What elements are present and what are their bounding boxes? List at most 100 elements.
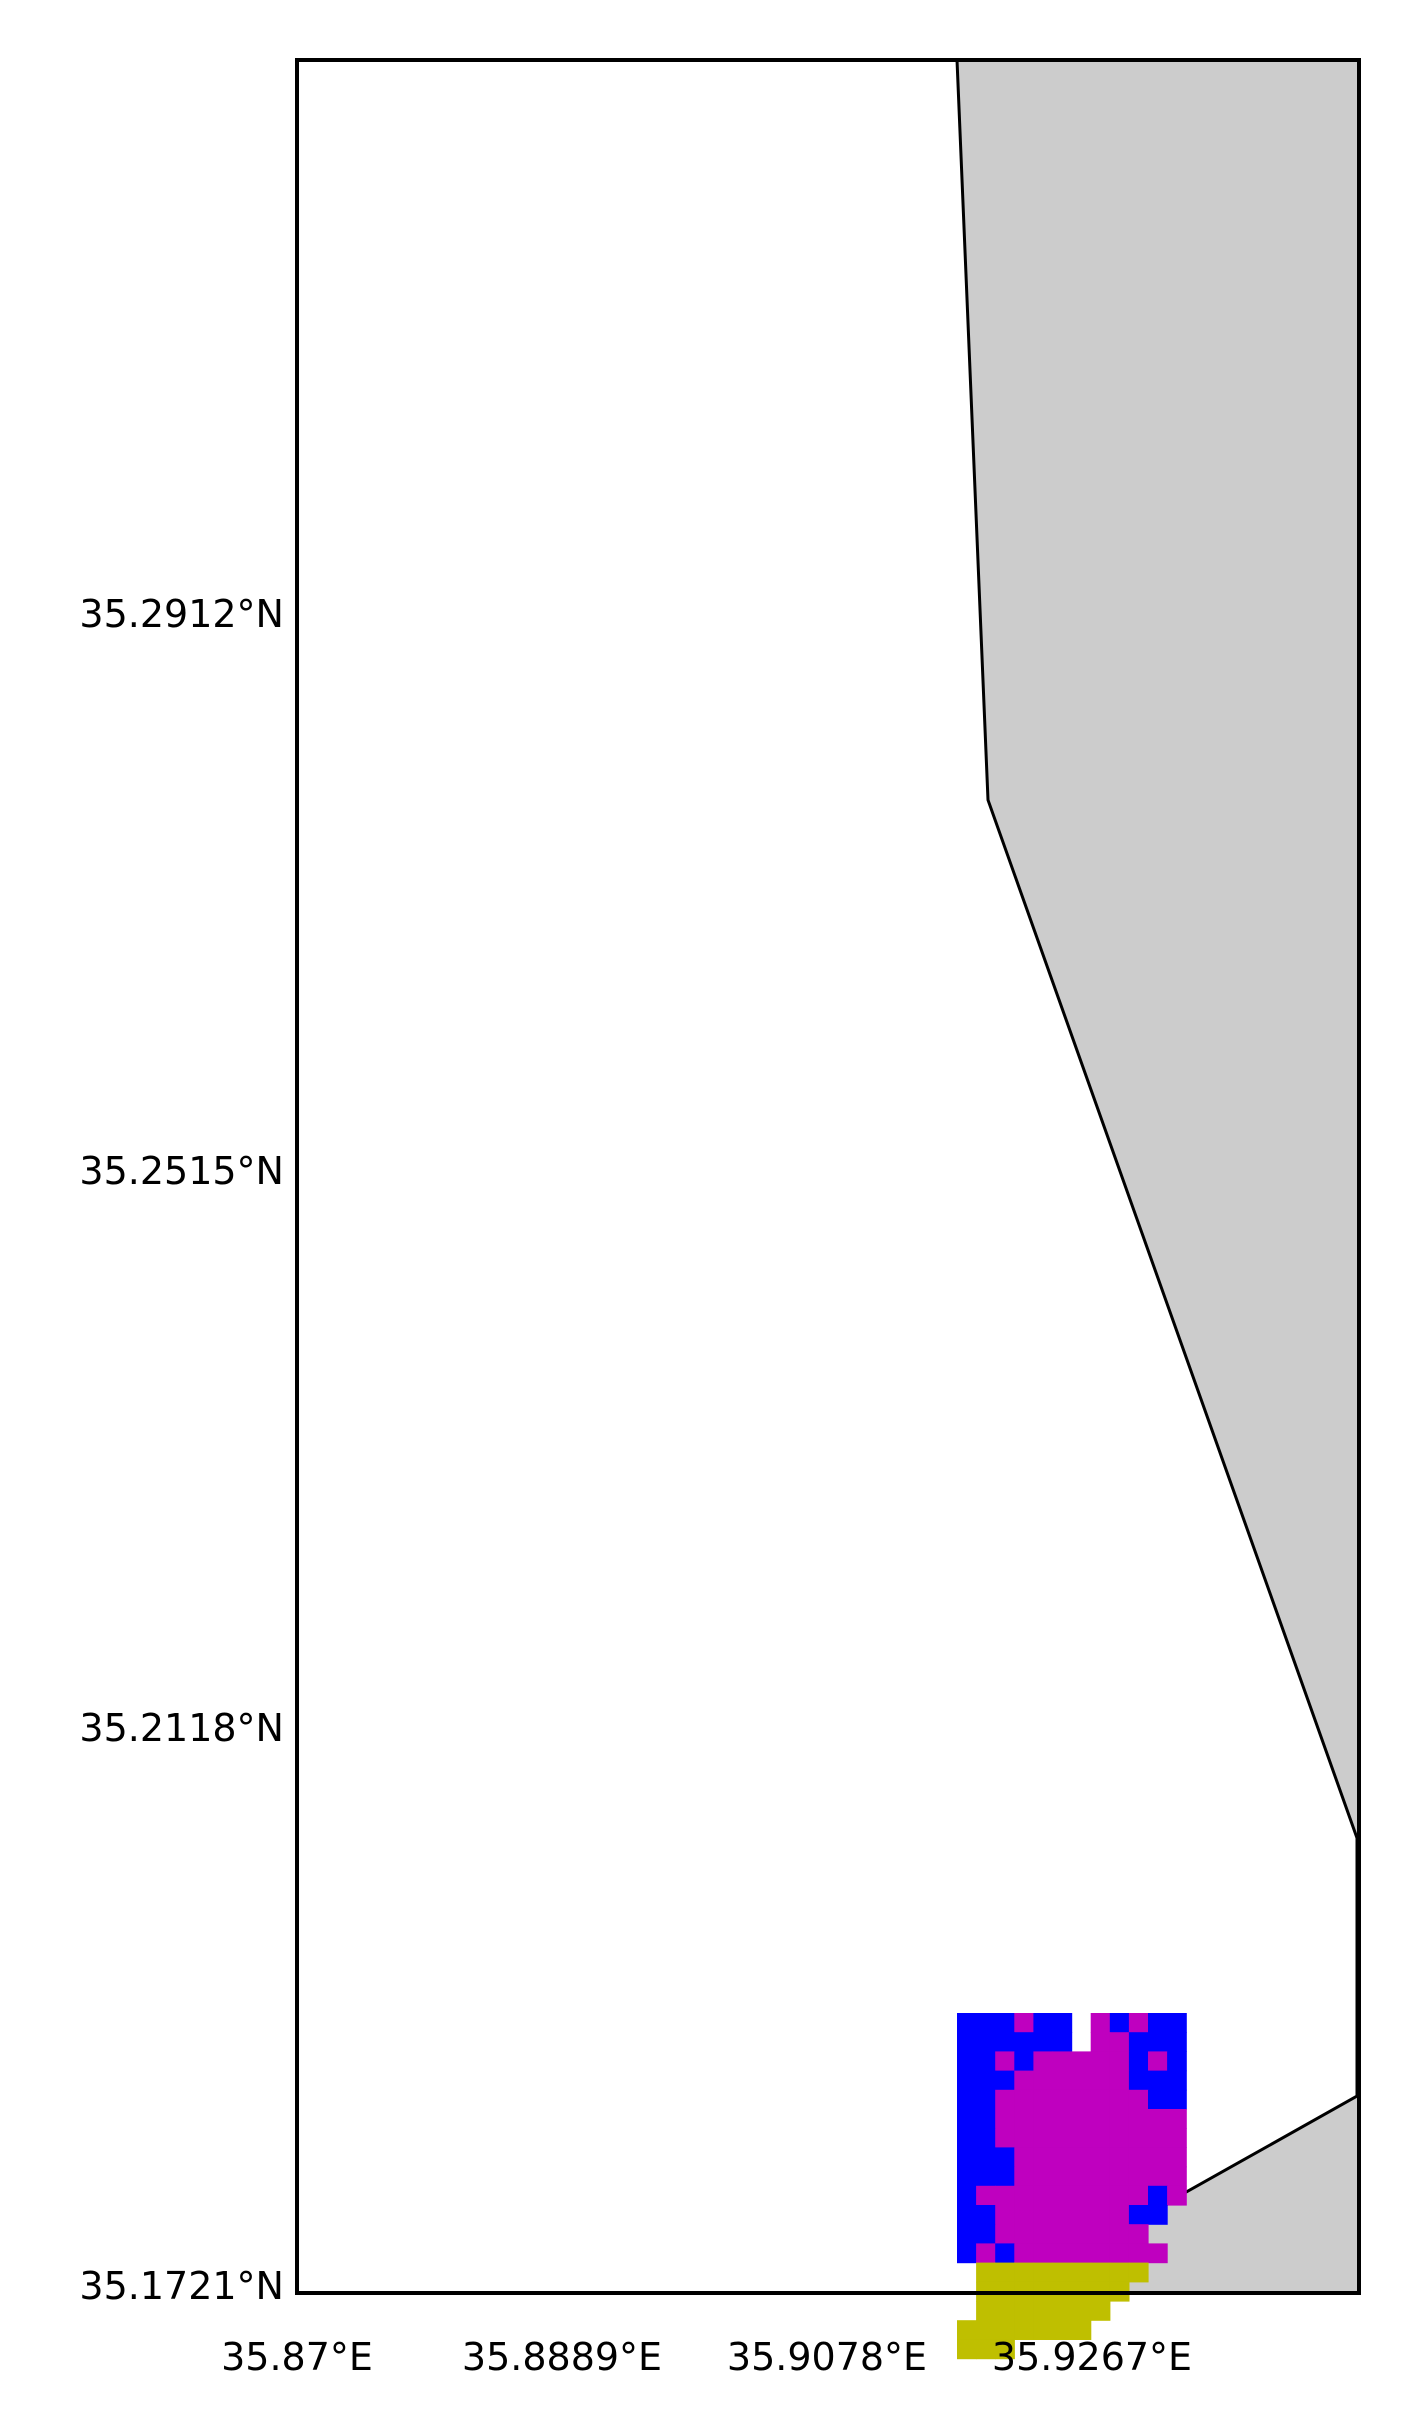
raster-cell (1033, 2032, 1054, 2052)
raster-cell (1109, 2205, 1130, 2225)
raster-cell (1167, 2185, 1187, 2206)
raster-cell (995, 2339, 1015, 2360)
raster-cell (1128, 2089, 1149, 2110)
raster-cell (1033, 2224, 1054, 2244)
raster-cell (1148, 2128, 1168, 2148)
raster-cell (1148, 2147, 1168, 2168)
raster-cell (976, 2147, 996, 2168)
raster-cell (1071, 2243, 1092, 2264)
raster-cell (1128, 2224, 1149, 2244)
raster-cell (1052, 2109, 1073, 2129)
raster-cell (1052, 2032, 1073, 2052)
raster-cell (1014, 2032, 1034, 2052)
raster-cell (1109, 2032, 1130, 2052)
raster-cell (1128, 2185, 1149, 2206)
raster-cell (1033, 2051, 1054, 2072)
raster-cell (1033, 2089, 1054, 2110)
raster-cell (1090, 2109, 1111, 2129)
raster-cell (995, 2109, 1015, 2129)
raster-cell (1128, 2205, 1149, 2225)
raster-cell (1090, 2166, 1111, 2187)
raster-cell (1128, 2166, 1149, 2187)
raster-cell (995, 2243, 1015, 2264)
raster-cell (1014, 2089, 1034, 2110)
raster-cell (1071, 2109, 1092, 2129)
raster-cell (1109, 2224, 1130, 2244)
raster-cell (1148, 2089, 1168, 2110)
raster-cell (995, 2051, 1015, 2072)
raster-cell (957, 2109, 977, 2129)
raster-cell (976, 2089, 996, 2110)
raster-cell (1090, 2070, 1111, 2091)
raster-cell (957, 2224, 977, 2244)
raster-cell (1033, 2070, 1054, 2091)
raster-cell (957, 2089, 977, 2110)
raster-cell (1148, 2166, 1168, 2187)
raster-cell (1090, 2089, 1111, 2110)
raster-cell (1128, 2032, 1149, 2052)
raster-cell (1109, 2128, 1130, 2148)
raster-cell (1052, 2147, 1073, 2168)
raster-cell (1109, 2262, 1130, 2283)
raster-cell (1090, 2205, 1111, 2225)
raster-cell (1014, 2109, 1034, 2129)
raster-cell (957, 2032, 977, 2052)
x-tick-label: 35.9267°E (992, 2335, 1192, 2379)
raster-cell (1167, 2147, 1187, 2168)
raster-cell (1128, 2243, 1149, 2264)
raster-cell (976, 2032, 996, 2052)
raster-cell (1071, 2051, 1092, 2072)
raster-cell (1014, 2224, 1034, 2244)
raster-cell (1071, 2070, 1092, 2091)
raster-cell (1167, 2109, 1187, 2129)
raster-cell (1033, 2205, 1054, 2225)
raster-cell (1071, 2185, 1092, 2206)
raster-cell (1033, 2147, 1054, 2168)
raster-cell (1071, 2166, 1092, 2187)
raster-cell (1090, 2185, 1111, 2206)
raster-cell (1128, 2262, 1149, 2283)
raster-cell (1052, 2243, 1073, 2264)
raster-cell (1033, 2109, 1054, 2129)
raster-cell (1090, 2032, 1111, 2052)
raster-cell (1167, 2166, 1187, 2187)
raster-cell (995, 2147, 1015, 2168)
raster-cell (1052, 2013, 1073, 2033)
raster-cell (995, 2089, 1015, 2110)
raster-cell (957, 2320, 977, 2340)
raster-cell (995, 2070, 1015, 2091)
x-tick-label: 35.9078°E (727, 2335, 927, 2379)
raster-cell (1128, 2147, 1149, 2168)
raster-cell (995, 2166, 1015, 2187)
y-tick-label: 35.1721°N (79, 2264, 284, 2308)
raster-cell (957, 2166, 977, 2187)
raster-cell (1052, 2301, 1073, 2321)
raster-cell (976, 2013, 996, 2033)
raster-cell (1033, 2013, 1054, 2033)
raster-cell (1052, 2262, 1073, 2283)
raster-cell (1014, 2320, 1034, 2340)
raster-cell (976, 2109, 996, 2129)
y-tick-label: 35.2912°N (79, 592, 284, 636)
raster-cell (1090, 2147, 1111, 2168)
raster-cell (976, 2070, 996, 2091)
raster-cell (1033, 2262, 1054, 2283)
raster-cell (976, 2205, 996, 2225)
raster-cell (1052, 2205, 1073, 2225)
classified-raster-grid (957, 2013, 1187, 2360)
raster-cell (1071, 2301, 1092, 2321)
raster-cell (1090, 2262, 1111, 2283)
raster-cell (1033, 2166, 1054, 2187)
raster-cell (957, 2051, 977, 2072)
raster-cell (976, 2051, 996, 2072)
raster-cell (1014, 2070, 1034, 2091)
raster-cell (957, 2070, 977, 2091)
raster-cell (976, 2262, 996, 2283)
raster-cell (1167, 2013, 1187, 2033)
raster-cell (995, 2224, 1015, 2244)
raster-cell (1128, 2070, 1149, 2091)
raster-cell (1109, 2051, 1130, 2072)
raster-cell (1090, 2224, 1111, 2244)
raster-cell (1014, 2013, 1034, 2033)
